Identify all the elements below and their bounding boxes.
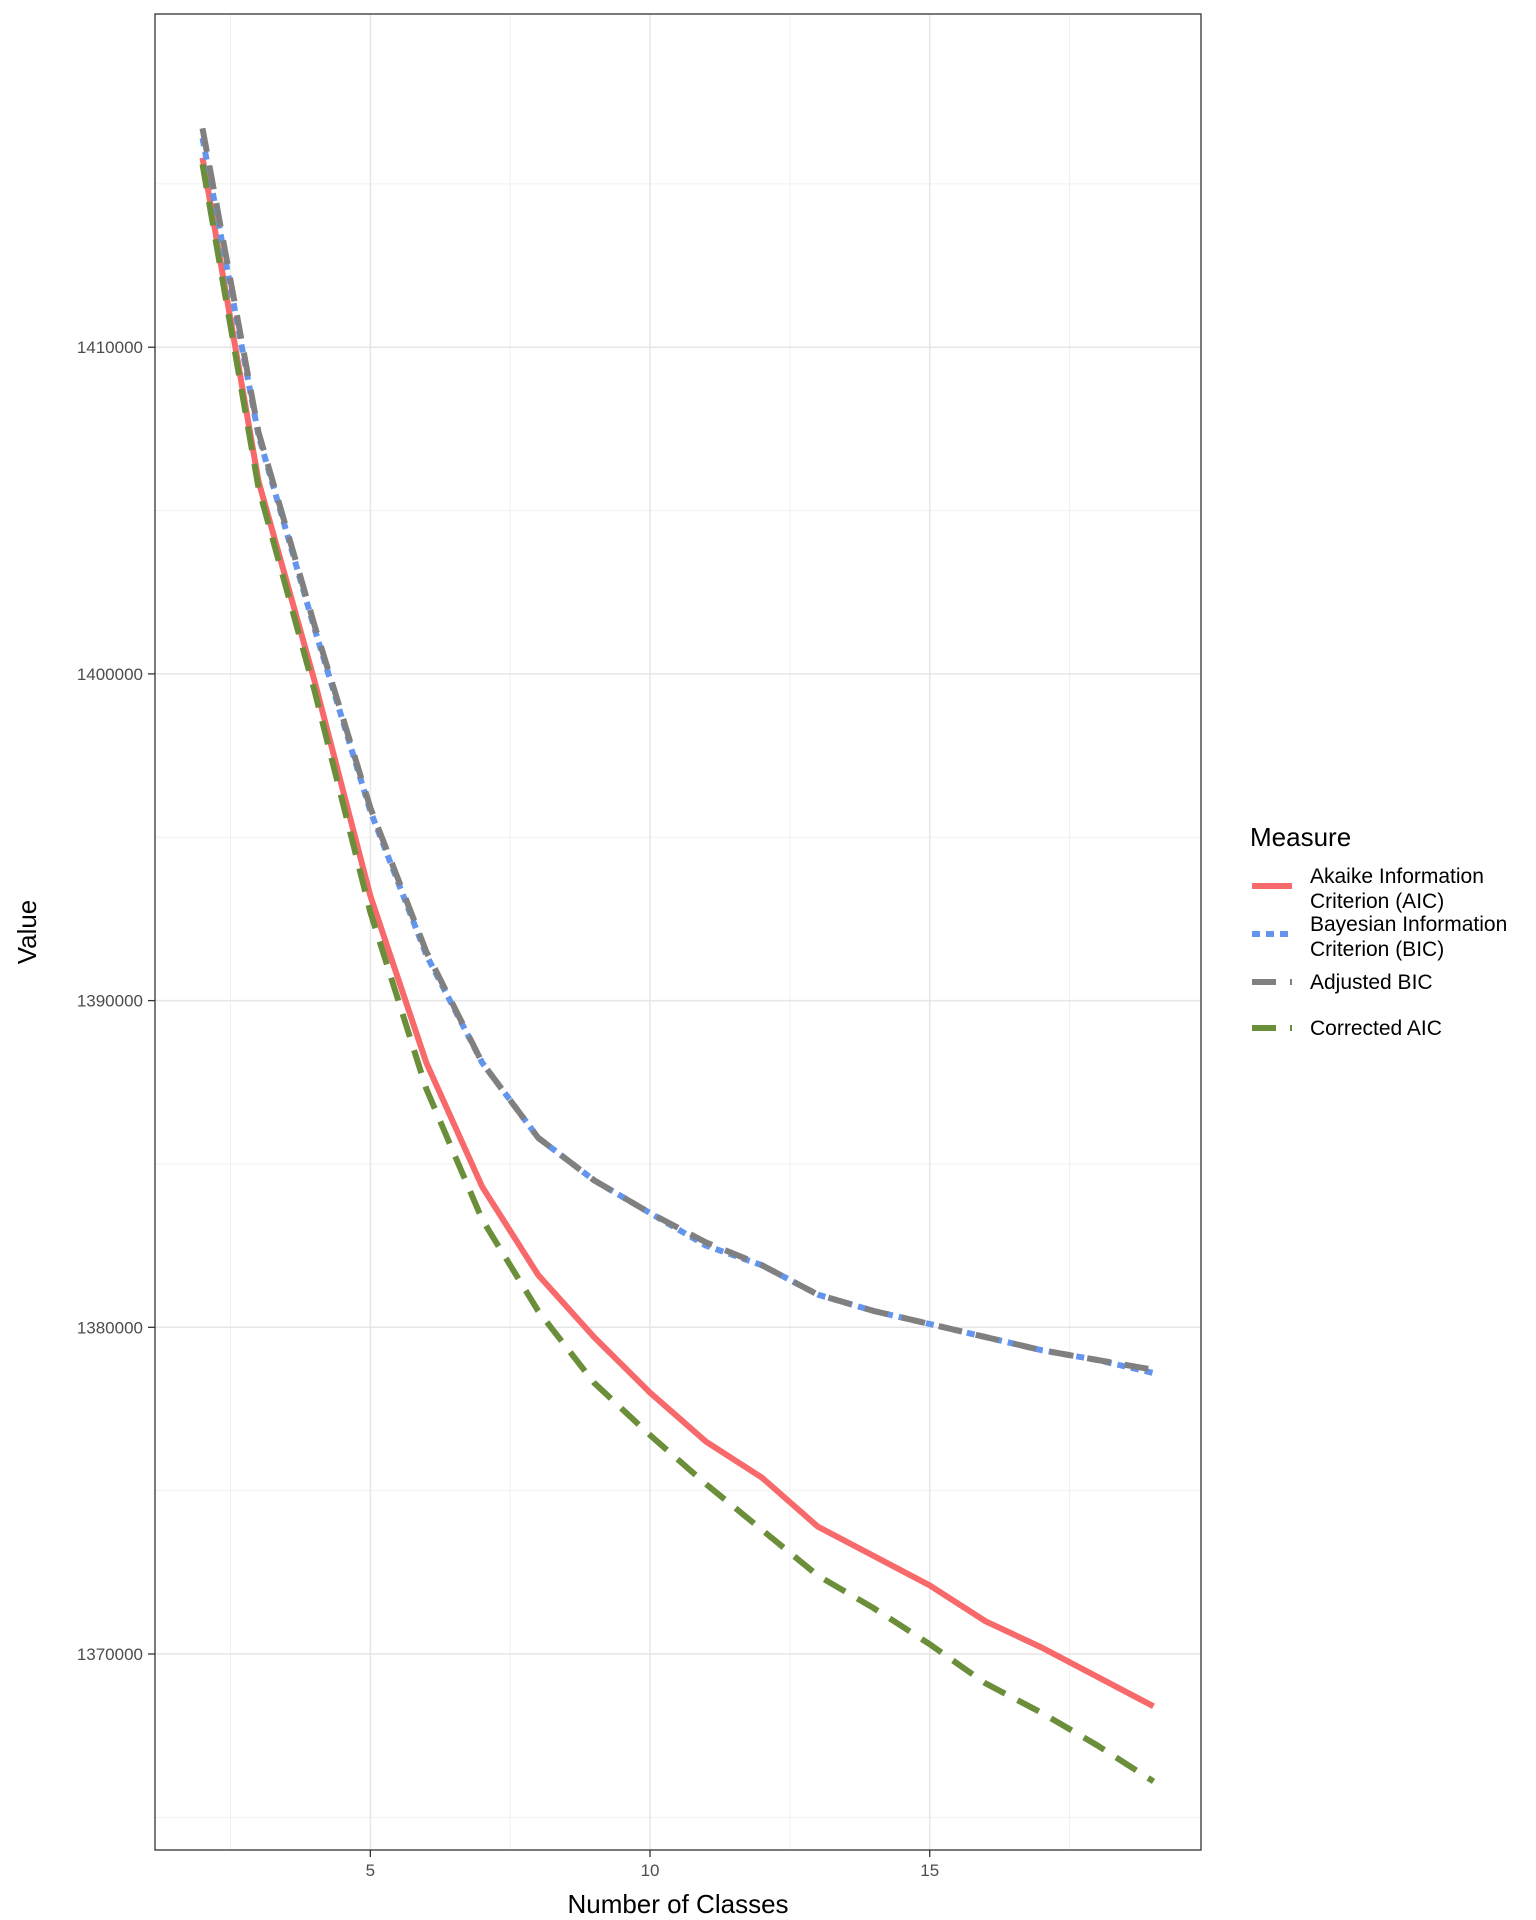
series-line-3 <box>199 127 1155 1373</box>
legend-label: Bayesian Information <box>1310 913 1507 936</box>
y-tick-label: 1390000 <box>77 992 143 1011</box>
legend-title: Measure <box>1250 822 1351 852</box>
plot-border <box>154 13 1202 1851</box>
x-tick-label: 15 <box>920 1861 939 1880</box>
series-line-1 <box>199 157 1155 1709</box>
x-tick-label: 10 <box>641 1861 660 1880</box>
legend-label: Corrected AIC <box>1310 1017 1442 1040</box>
series-lines <box>199 127 1156 1784</box>
y-tick-label: 1410000 <box>77 338 143 357</box>
axis-ticks: 5 10 15 1370000 1380000 1390000 1400000 1410000 <box>77 338 939 1880</box>
legend-label: Criterion (AIC) <box>1310 890 1444 913</box>
y-tick-label: 1400000 <box>77 665 143 684</box>
legend-label: Criterion (BIC) <box>1310 938 1444 961</box>
legend-label: Adjusted BIC <box>1310 971 1433 994</box>
grid <box>155 14 1201 1850</box>
x-axis-title: Number of Classes <box>567 1889 788 1919</box>
x-tick-label: 5 <box>366 1861 375 1880</box>
legend-label: Akaike Information <box>1310 865 1484 888</box>
y-tick-label: 1370000 <box>77 1645 143 1664</box>
y-axis-title: Value <box>12 900 42 965</box>
y-tick-label: 1380000 <box>77 1318 143 1337</box>
series-line-4 <box>199 163 1156 1784</box>
